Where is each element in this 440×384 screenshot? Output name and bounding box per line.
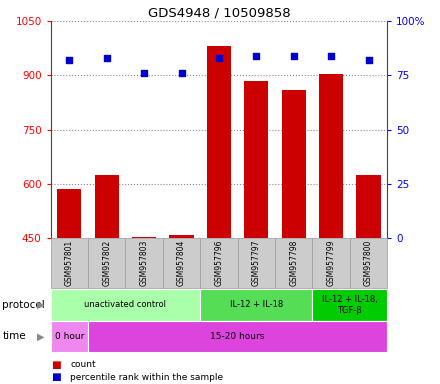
Bar: [282, 90, 306, 238]
Bar: [238, 238, 275, 288]
Text: percentile rank within the sample: percentile rank within the sample: [70, 372, 224, 382]
Text: ■: ■: [51, 360, 60, 370]
Bar: [132, 237, 156, 238]
Point: [327, 53, 335, 59]
Text: IL-12 + IL-18: IL-12 + IL-18: [230, 300, 283, 310]
Bar: [51, 289, 200, 321]
Bar: [207, 46, 231, 238]
Title: GDS4948 / 10509858: GDS4948 / 10509858: [147, 7, 290, 20]
Point: [253, 53, 260, 59]
Text: GSM957800: GSM957800: [364, 240, 373, 286]
Text: 15-20 hours: 15-20 hours: [210, 332, 265, 341]
Bar: [200, 289, 312, 321]
Text: 0 hour: 0 hour: [55, 332, 84, 341]
Bar: [51, 238, 88, 288]
Bar: [51, 321, 88, 352]
Bar: [57, 189, 81, 238]
Bar: [319, 74, 343, 238]
Bar: [163, 238, 200, 288]
Point: [103, 55, 110, 61]
Bar: [88, 321, 387, 352]
Bar: [95, 175, 119, 238]
Text: GSM957796: GSM957796: [214, 240, 224, 286]
Text: ▶: ▶: [37, 300, 44, 310]
Bar: [350, 238, 387, 288]
Text: unactivated control: unactivated control: [84, 300, 166, 310]
Text: ■: ■: [51, 372, 60, 382]
Text: GSM957797: GSM957797: [252, 240, 261, 286]
Text: protocol: protocol: [2, 300, 45, 310]
Text: IL-12 + IL-18,
TGF-β: IL-12 + IL-18, TGF-β: [322, 295, 378, 314]
Text: GSM957801: GSM957801: [65, 240, 74, 286]
Bar: [125, 238, 163, 288]
Point: [66, 57, 73, 63]
Text: GSM957803: GSM957803: [139, 240, 149, 286]
Point: [365, 57, 372, 63]
Bar: [312, 289, 387, 321]
Bar: [200, 238, 238, 288]
Point: [141, 70, 148, 76]
Text: time: time: [2, 331, 26, 341]
Text: ▶: ▶: [37, 331, 44, 341]
Text: count: count: [70, 360, 96, 369]
Text: GSM957798: GSM957798: [289, 240, 298, 286]
Text: GSM957804: GSM957804: [177, 240, 186, 286]
Bar: [356, 175, 381, 238]
Bar: [275, 238, 312, 288]
Bar: [88, 238, 125, 288]
Text: GSM957802: GSM957802: [102, 240, 111, 286]
Point: [178, 70, 185, 76]
Bar: [312, 238, 350, 288]
Point: [290, 53, 297, 59]
Bar: [244, 81, 268, 238]
Text: GSM957799: GSM957799: [326, 240, 336, 286]
Point: [216, 55, 222, 61]
Bar: [169, 235, 194, 238]
